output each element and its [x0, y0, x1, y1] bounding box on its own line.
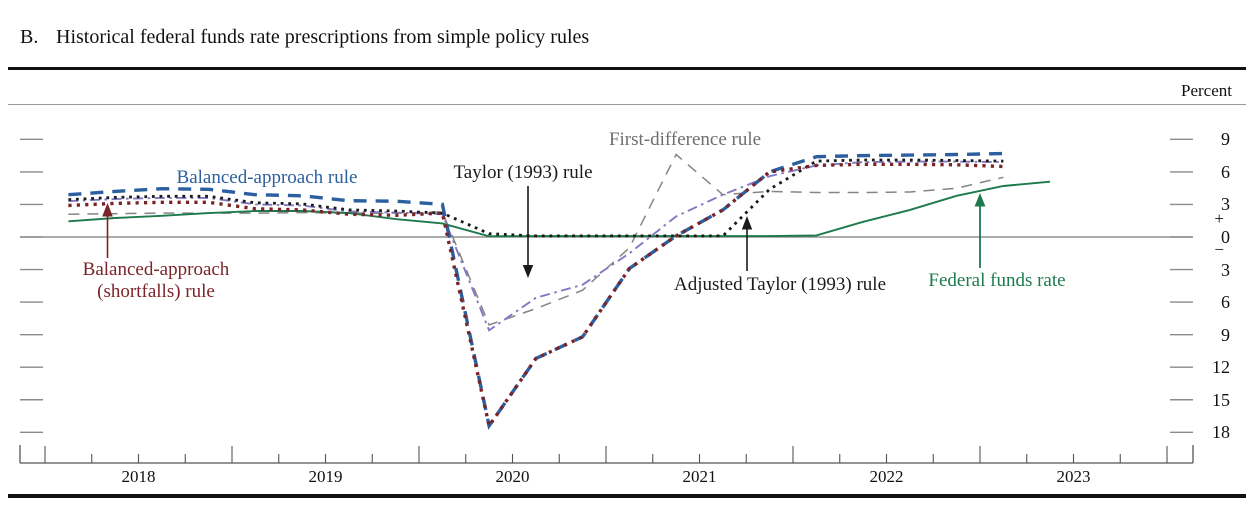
label-balanced-approach-rule: Balanced-approach rule — [176, 167, 358, 188]
x-year-label-2021: 2021 — [682, 467, 717, 486]
y-tick-label-9: 9 — [1221, 129, 1230, 150]
x-year-label-2020: 2020 — [495, 467, 530, 486]
y-tick-label-18: 18 — [1212, 422, 1230, 443]
series-taylor-1993-rule — [68, 160, 1004, 332]
y-tick-label-3: 3 — [1221, 259, 1230, 280]
figure-title-text: Historical federal funds rate prescripti… — [56, 26, 590, 48]
label-shortfalls-line1: Balanced-approach — [82, 259, 230, 280]
y-axis-unit-label: Percent — [1181, 81, 1232, 100]
y-tick-label-6: 6 — [1221, 161, 1230, 182]
series-federal-funds-rate — [68, 180, 1051, 238]
bottom-rule — [8, 494, 1246, 498]
y-tick-label-12: 12 — [1212, 357, 1230, 378]
shortfalls-arrow — [102, 203, 113, 258]
series-balanced-approach-shortfalls-rule — [68, 162, 1004, 430]
label-first-difference-rule: First-difference rule — [608, 129, 762, 150]
y-tick-label-6: 6 — [1221, 292, 1230, 313]
plus-sign: + — [1214, 209, 1224, 228]
fed-funds-arrow — [974, 193, 986, 268]
label-federal-funds-rate: Federal funds rate — [928, 270, 1066, 291]
annotation-arrows — [102, 186, 986, 278]
figure-index: B. — [20, 26, 39, 48]
plot-top-border — [8, 104, 1246, 106]
y-tick-label-15: 15 — [1212, 389, 1230, 410]
taylor-rule-arrow — [522, 186, 534, 278]
x-year-label-2023: 2023 — [1056, 467, 1091, 486]
x-year-label-2019: 2019 — [308, 467, 343, 486]
label-shortfalls-line2: (shortfalls) rule — [97, 281, 215, 302]
label-adjusted-taylor-1993-rule: Adjusted Taylor (1993) rule — [673, 274, 887, 295]
figure-title: B. Historical federal funds rate prescrip… — [20, 26, 589, 49]
y-tick-label-0: 0 — [1221, 227, 1230, 247]
label-taylor-1993-rule: Taylor (1993) rule — [453, 162, 593, 183]
minus-sign: − — [1214, 240, 1224, 259]
y-tick-label-9: 9 — [1221, 324, 1230, 345]
x-year-label-2018: 2018 — [121, 467, 156, 486]
y-tick-label-3: 3 — [1221, 194, 1230, 215]
label-balanced-approach-shortfalls-rule: Balanced-approach (shortfalls) rule — [36, 259, 276, 303]
x-year-label-2022: 2022 — [869, 467, 904, 486]
series-adjusted-taylor-1993-rule — [68, 158, 1004, 238]
top-rule — [8, 67, 1246, 70]
adjusted-taylor-arrow — [741, 216, 753, 271]
series-lines — [68, 151, 1051, 431]
